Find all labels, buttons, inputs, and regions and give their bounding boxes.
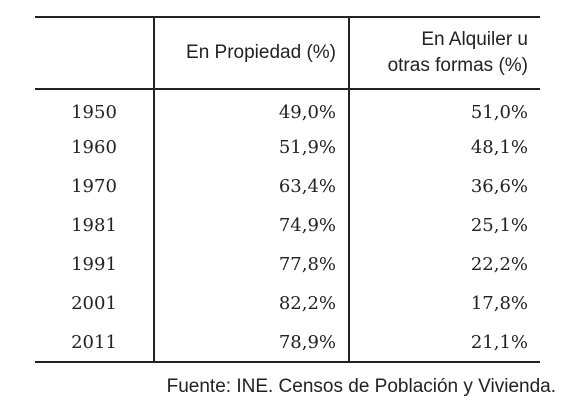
header-rental-line1: En Alquiler u: [421, 29, 528, 50]
ownership-cell: 51,9%: [153, 128, 349, 167]
rental-cell: 36,6%: [348, 167, 540, 206]
table-row: 1950 49,0% 51,0%: [35, 89, 540, 128]
rental-cell: 51,0%: [348, 89, 540, 128]
table-body: 1950 49,0% 51,0% 1960 51,9% 48,1% 1970 6…: [35, 89, 540, 362]
header-rental-line2: otras formas (%): [387, 55, 528, 76]
rental-cell: 25,1%: [348, 206, 540, 245]
year-cell: 1950: [71, 101, 117, 123]
ownership-cell: 78,9%: [153, 323, 349, 362]
table-row: 1981 74,9% 25,1%: [35, 206, 540, 245]
table-header: En Propiedad (%) En Alquiler u otras for…: [35, 17, 540, 89]
ownership-cell: 74,9%: [153, 206, 349, 245]
year-cell: 2001: [71, 293, 117, 314]
year-cell: 1991: [71, 254, 117, 275]
year-cell: 1960: [71, 137, 117, 158]
table-row: 1970 63,4% 36,6%: [35, 167, 540, 206]
table-row: 1960 51,9% 48,1%: [35, 128, 540, 167]
header-ownership: En Propiedad (%): [153, 17, 349, 89]
year-cell: 1981: [71, 215, 117, 236]
table-row: 2001 82,2% 17,8%: [35, 284, 540, 323]
rental-cell: 48,1%: [348, 128, 540, 167]
rental-cell: 17,8%: [348, 284, 540, 323]
rental-cell: 22,2%: [348, 245, 540, 284]
header-row: En Propiedad (%) En Alquiler u otras for…: [35, 17, 540, 89]
header-rental: En Alquiler u otras formas (%): [348, 17, 540, 89]
rental-cell: 21,1%: [348, 323, 540, 362]
ownership-cell: 49,0%: [153, 89, 349, 128]
ownership-cell: 63,4%: [153, 167, 349, 206]
housing-tenure-table: En Propiedad (%) En Alquiler u otras for…: [35, 16, 540, 363]
source-note: Fuente: INE. Censos de Población y Vivie…: [166, 376, 556, 397]
header-year: [35, 17, 154, 89]
table-row: 2011 78,9% 21,1%: [35, 323, 540, 362]
year-cell: 1970: [71, 176, 117, 197]
table-row: 1991 77,8% 22,2%: [35, 245, 540, 284]
ownership-cell: 82,2%: [153, 284, 349, 323]
year-cell: 2011: [71, 331, 117, 353]
ownership-cell: 77,8%: [153, 245, 349, 284]
